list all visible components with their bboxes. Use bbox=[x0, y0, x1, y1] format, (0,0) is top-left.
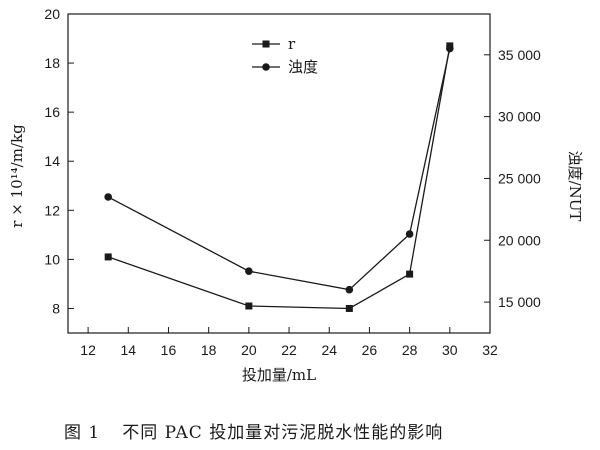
data-point-r bbox=[104, 253, 112, 261]
left-tick-label: 14 bbox=[44, 153, 60, 169]
x-tick-label: 18 bbox=[201, 342, 217, 358]
left-tick-label: 20 bbox=[44, 6, 60, 22]
data-point-r bbox=[406, 270, 414, 278]
left-tick-label: 12 bbox=[44, 202, 60, 218]
right-tick-label: 20 000 bbox=[498, 232, 541, 248]
figure-number: 图 1 bbox=[64, 423, 101, 443]
data-point-turbidity bbox=[405, 230, 414, 238]
legend-r-label: r bbox=[288, 35, 296, 53]
left-axis-title: r × 10¹⁴/m/kg bbox=[8, 124, 26, 228]
legend-turbidity-marker bbox=[262, 63, 270, 71]
right-tick-label: 15 000 bbox=[498, 294, 541, 310]
caption-text: 不同 PAC 投加量对污泥脱水性能的影响 bbox=[122, 423, 444, 443]
data-point-turbidity bbox=[345, 285, 354, 294]
x-tick-label: 20 bbox=[241, 342, 257, 358]
left-tick-label: 8 bbox=[52, 300, 60, 316]
data-point-r bbox=[245, 302, 253, 310]
legend: r 浊度 bbox=[252, 35, 318, 76]
x-tick-label: 22 bbox=[281, 342, 297, 358]
legend-turbidity-label: 浊度 bbox=[288, 58, 318, 76]
legend-r-marker bbox=[262, 40, 270, 48]
data-point-turbidity bbox=[245, 267, 253, 275]
right-axis-title: 浊度/NUT bbox=[566, 151, 584, 222]
figure-caption: 图 1 不同 PAC 投加量对污泥脱水性能的影响 bbox=[64, 418, 443, 443]
x-tick-label: 16 bbox=[161, 342, 177, 358]
x-tick-label: 32 bbox=[482, 342, 498, 358]
plot-area-frame bbox=[67, 13, 491, 334]
left-tick-label: 10 bbox=[44, 251, 60, 267]
series-layer bbox=[104, 42, 454, 312]
x-tick-label: 12 bbox=[80, 342, 96, 358]
x-tick-label: 26 bbox=[362, 342, 378, 358]
x-axis-ticks: 12 14 16 18 20 22 24 26 28 30 32 bbox=[80, 327, 498, 358]
x-tick-label: 14 bbox=[120, 342, 136, 358]
data-point-turbidity bbox=[104, 193, 112, 201]
left-axis-ticks: 8 10 12 14 16 18 20 bbox=[44, 6, 74, 316]
x-axis-title: 投加量/mL bbox=[242, 366, 316, 384]
x-tick-label: 30 bbox=[442, 342, 458, 358]
left-tick-label: 16 bbox=[44, 104, 60, 120]
x-tick-label: 24 bbox=[321, 342, 337, 358]
data-point-r bbox=[345, 304, 353, 312]
left-tick-label: 18 bbox=[44, 55, 60, 71]
data-point-turbidity bbox=[446, 44, 454, 53]
series-line-turbidity bbox=[107, 48, 451, 291]
right-tick-label: 25 000 bbox=[498, 170, 541, 186]
right-tick-label: 30 000 bbox=[498, 109, 541, 125]
series-line-r bbox=[107, 45, 451, 310]
chart: 12 14 16 18 20 22 24 26 28 30 32 8 10 12 14 16 18 20 15 … bbox=[8, 6, 584, 384]
x-tick-label: 28 bbox=[402, 342, 418, 358]
right-axis-ticks: 15 000 20 000 25 000 30 000 35 000 bbox=[484, 47, 541, 310]
right-tick-label: 35 000 bbox=[498, 47, 541, 63]
